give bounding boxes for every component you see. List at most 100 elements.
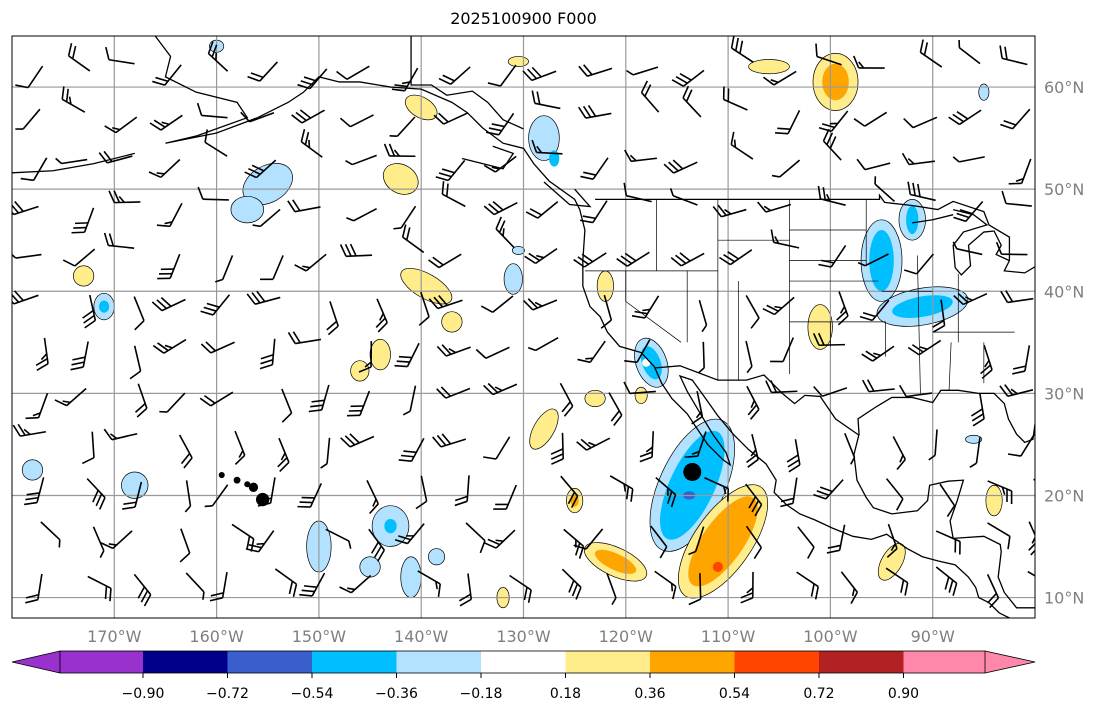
wind-barb	[394, 342, 420, 368]
wind-barb	[12, 290, 39, 305]
wind-barb	[712, 204, 747, 218]
wind-barb	[300, 128, 323, 158]
wind-barb	[509, 574, 532, 603]
wind-barb	[550, 432, 565, 465]
wind-barb	[670, 252, 705, 267]
contour-region	[21, 459, 44, 481]
coastline	[952, 208, 1010, 276]
wind-barb	[746, 385, 760, 420]
wind-barb	[81, 431, 95, 465]
wind-barb	[71, 207, 95, 234]
state-border	[948, 342, 952, 391]
wind-barb	[133, 573, 152, 607]
contour-region	[528, 115, 560, 161]
wind-barb	[54, 387, 87, 407]
wind-barb	[259, 338, 276, 370]
wind-barb	[740, 571, 754, 604]
colorbar-tick-label: −0.54	[291, 686, 334, 702]
wind-barb	[730, 131, 754, 160]
map-frame	[11, 35, 1036, 619]
contour-region	[384, 518, 397, 534]
coastline	[154, 36, 1010, 618]
colorbar-segment	[312, 651, 397, 673]
wind-barb	[12, 201, 39, 216]
colorbar-tick-label: 0.54	[719, 686, 750, 702]
wind-barb	[129, 345, 142, 380]
wind-barb	[458, 573, 473, 607]
wind-barb	[149, 114, 183, 131]
wind-barb	[958, 39, 981, 65]
wind-barb	[987, 480, 1013, 504]
wind-barb	[281, 388, 293, 423]
wind-barb	[240, 111, 275, 123]
wind-barb	[339, 114, 374, 128]
wind-barb	[402, 385, 417, 416]
coastline	[543, 181, 592, 208]
wind-barb	[840, 571, 859, 604]
colorbar-tick-label: −0.90	[122, 686, 165, 702]
wind-barb	[199, 391, 234, 407]
colorbar-segment	[734, 651, 820, 673]
wind-barb	[969, 437, 981, 468]
wind-barb	[822, 128, 842, 161]
wind-barb	[86, 478, 106, 510]
lon-tick-label: 110°W	[701, 627, 756, 646]
wind-barb	[901, 152, 935, 166]
wind-barb	[796, 571, 819, 600]
wind-barb	[786, 439, 801, 473]
wind-barb	[104, 116, 138, 134]
contour-region	[660, 430, 725, 540]
wind-barb	[297, 483, 323, 508]
wind-barb	[245, 530, 275, 553]
wind-barb	[580, 157, 609, 180]
wind-barb	[393, 205, 417, 230]
wind-barb	[25, 393, 49, 420]
contour-region	[507, 56, 529, 67]
lon-tick-label: 140°W	[394, 627, 449, 646]
wind-barb	[919, 39, 943, 68]
contour-region	[503, 263, 523, 295]
wind-barb	[495, 216, 515, 249]
wind-barb	[441, 181, 466, 208]
colorbar-extend-max	[984, 650, 1036, 674]
wind-barb	[730, 36, 754, 63]
wind-barb	[297, 68, 328, 90]
wind-barb	[907, 181, 936, 202]
wind-barb	[207, 41, 229, 72]
wind-barb	[493, 484, 518, 510]
wind-barb	[417, 570, 441, 597]
wind-barb	[639, 431, 655, 463]
wind-barb	[108, 190, 141, 204]
map-title: 2025100900 F000	[450, 9, 597, 28]
wind-barb	[907, 339, 942, 356]
wind-barb	[559, 382, 574, 417]
wind-barb	[438, 66, 471, 85]
wind-barb	[623, 182, 652, 203]
wind-barb	[770, 229, 800, 249]
coastline	[912, 214, 954, 224]
wind-barb	[697, 341, 705, 374]
wind-barb	[1008, 158, 1032, 185]
contour-region	[369, 338, 391, 371]
wind-barb	[340, 433, 375, 448]
wind-barb	[631, 295, 660, 319]
wind-barb	[157, 253, 181, 280]
wind-barb	[122, 481, 143, 510]
wind-barb	[257, 477, 276, 507]
coastline	[853, 389, 1035, 609]
wind-barbs	[12, 36, 1035, 609]
contour-region	[230, 195, 265, 224]
wind-barb	[12, 423, 46, 437]
wind-barb	[995, 241, 1028, 256]
wind-barb	[626, 66, 659, 76]
wind-barb	[669, 188, 698, 206]
wind-barb	[836, 291, 849, 326]
wind-barb	[299, 572, 326, 597]
wind-barb	[209, 572, 228, 602]
wind-barb	[885, 478, 904, 511]
wind-barb	[391, 67, 419, 92]
wind-barb	[184, 480, 192, 513]
wind-barb	[722, 86, 748, 111]
wind-barb	[704, 477, 730, 502]
